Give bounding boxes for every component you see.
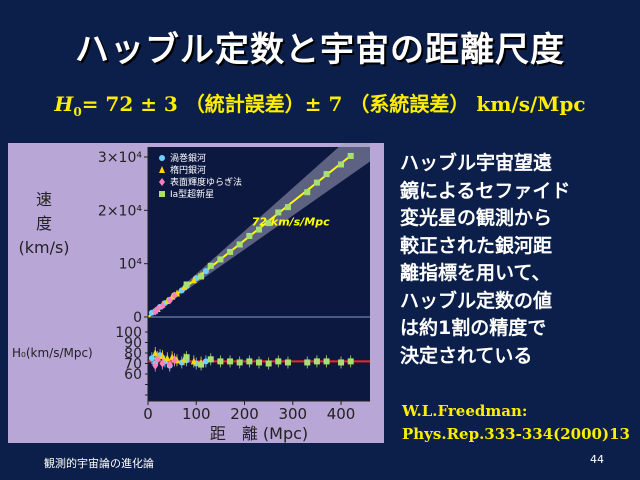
velocity-point xyxy=(202,268,209,275)
fit-line-label: 72 km/s/Mpc xyxy=(252,215,330,228)
description-line: 鏡によるセファイド xyxy=(400,179,571,202)
y-tick-label: 0 xyxy=(133,310,142,326)
velocity-point xyxy=(171,291,178,300)
legend-label: 渦巻銀河 xyxy=(170,152,206,164)
h0-point xyxy=(347,358,354,365)
velocity-point xyxy=(207,262,214,269)
y-tick-label: 3×10⁴ xyxy=(98,150,142,166)
legend-marker xyxy=(159,155,165,161)
h0-point xyxy=(313,358,320,365)
velocity-point xyxy=(190,276,197,284)
x-tick-label: 200 xyxy=(230,405,259,423)
description-line: 変光星の観測から xyxy=(400,207,553,229)
h0-point xyxy=(164,354,171,362)
h0-point xyxy=(217,358,224,365)
velocity-point xyxy=(347,152,354,159)
velocity-point xyxy=(236,241,243,248)
velocity-point xyxy=(198,273,205,280)
h0-axis-label: H₀(km/s/Mpc) xyxy=(12,346,93,360)
y-axis-label: 度 xyxy=(36,214,52,233)
h0-point xyxy=(236,359,243,366)
slide-title: ハッブル定数と宇宙の距離尺度 xyxy=(75,30,565,70)
legend-marker xyxy=(159,166,165,173)
description-line: は約1割の精度で xyxy=(400,317,547,339)
velocity-point xyxy=(284,204,291,211)
h0-point xyxy=(166,360,173,369)
legend-marker xyxy=(159,191,165,197)
velocity-point xyxy=(338,161,345,168)
chart-panel: 72 km/s/Mpc 渦巻銀河 楕円銀河 表面輝度ゆらぎ法 Ia型超新星 0 10⁴ 2×1… xyxy=(8,119,384,443)
description-text: ハッブル宇宙望遠 鏡によるセファイド 変光星の観測から 較正された銀河距 離指標を用いて… xyxy=(400,150,630,370)
h0-point xyxy=(171,356,178,365)
y-tick-label: 100 xyxy=(115,325,142,341)
x-axis-label: 距 離 (Mpc) xyxy=(210,424,308,443)
h0-point xyxy=(207,356,214,363)
h0-point xyxy=(265,360,272,367)
x-tick-label: 300 xyxy=(278,405,307,423)
velocity-point xyxy=(256,226,262,233)
velocity-point xyxy=(154,305,161,313)
h0-point xyxy=(323,358,330,365)
fit-uncertainty-band xyxy=(148,119,370,317)
h0-point xyxy=(159,359,166,368)
x-tick-label: 100 xyxy=(182,405,211,423)
velocity-point xyxy=(313,179,320,186)
legend-marker xyxy=(159,178,165,186)
legend-label: Ia型超新星 xyxy=(170,188,214,200)
page-number: 44 xyxy=(590,453,604,466)
h0-point xyxy=(256,359,262,366)
hubble-constant-formula: H0= 72 ± 3 （統計誤差）± 7 （系統誤差） km/s/Mpc xyxy=(0,88,640,119)
legend-label: 楕円銀河 xyxy=(170,164,206,176)
y-tick-label: 2×10⁴ xyxy=(98,203,142,219)
h0-point xyxy=(338,359,345,366)
h0-point xyxy=(227,358,234,365)
formula-symbol: H xyxy=(54,92,74,116)
h0-point xyxy=(159,352,166,360)
x-tick-label: 400 xyxy=(327,405,356,423)
velocity-point xyxy=(217,256,224,263)
x-tick-label: 0 xyxy=(143,405,153,423)
footer-text: 観測的宇宙論の進化論 xyxy=(44,457,154,470)
velocity-point xyxy=(183,281,190,288)
description-line: ハッブル宇宙望遠 xyxy=(400,152,553,174)
description-line: ハッブル定数の値 xyxy=(400,289,553,312)
h0-point xyxy=(198,361,205,368)
h0-point xyxy=(275,358,282,365)
citation-journal: Phys.Rep.333-334(2000)13 xyxy=(402,425,630,443)
y-tick-label: 80 xyxy=(124,346,142,362)
citation-author: W.L.Freedman: xyxy=(402,402,528,420)
h0-point xyxy=(183,354,190,361)
h0-point xyxy=(190,357,197,365)
velocity-point xyxy=(265,220,272,227)
y-axis-label: (km/s) xyxy=(18,238,69,257)
y-tick-label: 10⁴ xyxy=(119,257,143,273)
y-tick-label: 90 xyxy=(124,336,142,352)
h0-point xyxy=(304,359,311,366)
velocity-point xyxy=(166,296,173,305)
velocity-point xyxy=(227,248,234,255)
h0-point xyxy=(152,361,159,370)
h0-point xyxy=(246,358,253,365)
velocity-point xyxy=(323,171,330,178)
y-tick-label: 60 xyxy=(124,367,142,383)
velocity-point xyxy=(246,232,253,239)
description-line: 較正された銀河距 xyxy=(400,234,553,257)
description-line: 決定されている xyxy=(400,344,533,367)
formula-rest: = 72 ± 3 （統計誤差）± 7 （系統誤差） km/s/Mpc xyxy=(81,92,586,116)
y-axis-label: 速 xyxy=(36,190,52,209)
h0-point xyxy=(202,358,209,365)
velocity-point xyxy=(159,301,166,310)
citation: W.L.Freedman: Phys.Rep.333-334(2000)13 xyxy=(402,400,632,446)
y-tick-label: 70 xyxy=(124,357,142,373)
velocity-point xyxy=(275,209,282,216)
h0-point xyxy=(152,349,159,356)
h0-point xyxy=(148,355,155,362)
description-line: 離指標を用いて、 xyxy=(400,262,551,284)
formula-subscript: 0 xyxy=(73,105,82,119)
legend-label: 表面輝度ゆらぎ法 xyxy=(170,176,242,188)
h0-point xyxy=(284,359,291,366)
velocity-point xyxy=(304,189,311,196)
h0-point xyxy=(154,355,161,364)
